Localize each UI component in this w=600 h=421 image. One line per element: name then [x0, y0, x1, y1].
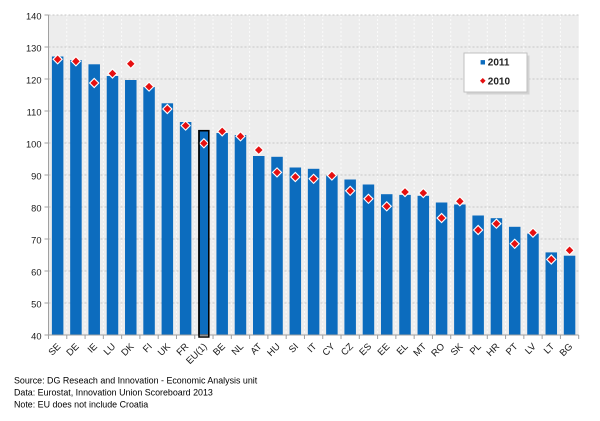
svg-text:80: 80 — [31, 203, 41, 213]
svg-text:Source: DG Reseach and Innovat: Source: DG Reseach and Innovation - Econ… — [14, 376, 258, 386]
svg-text:Note: EU does not include Croa: Note: EU does not include Croatia — [14, 400, 148, 410]
svg-text:60: 60 — [31, 267, 41, 277]
svg-text:120: 120 — [26, 75, 42, 85]
svg-text:2011: 2011 — [488, 58, 510, 69]
svg-text:140: 140 — [26, 11, 42, 21]
svg-text:2010: 2010 — [488, 76, 511, 87]
svg-text:100: 100 — [26, 139, 42, 149]
svg-text:Data: Eurostat, Innovation Uni: Data: Eurostat, Innovation Union Scorebo… — [14, 388, 213, 398]
svg-text:40: 40 — [31, 331, 41, 341]
svg-text:90: 90 — [31, 171, 41, 181]
svg-text:50: 50 — [31, 299, 41, 309]
svg-text:130: 130 — [26, 43, 42, 53]
svg-text:110: 110 — [27, 107, 42, 117]
svg-text:70: 70 — [31, 235, 41, 245]
